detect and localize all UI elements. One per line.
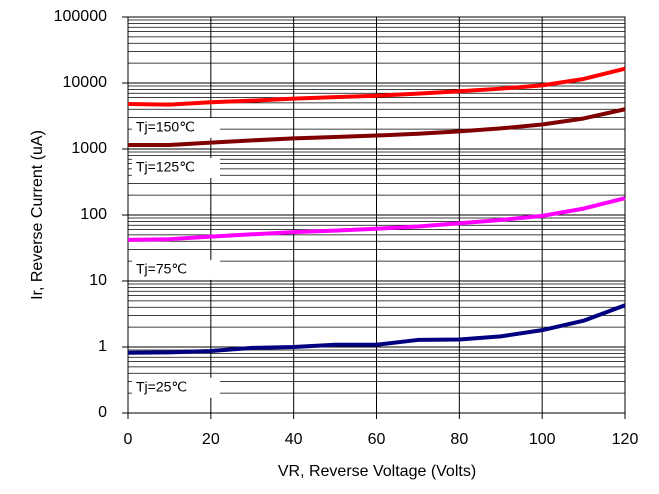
y-axis-title: Ir, Reverse Current (uA) (29, 130, 46, 300)
x-tick-label: 0 (124, 431, 133, 448)
y-tick-label: 1000 (71, 140, 107, 157)
series-line (127, 303, 626, 355)
y-tick-label: 10000 (63, 74, 108, 91)
x-tick-label: 120 (612, 431, 639, 448)
y-tick-label: 1 (98, 338, 107, 355)
series-label-bg (132, 118, 220, 139)
plot-border (127, 16, 626, 414)
series-line (128, 107, 626, 147)
x-tick-label: 80 (450, 431, 468, 448)
series-label: Tj=150℃ (136, 119, 195, 135)
y-tick-label: 100 (80, 206, 107, 223)
y-tick-label: 0 (98, 404, 107, 421)
series-label-bg (132, 377, 220, 398)
x-tick-label: 60 (368, 431, 386, 448)
series-label: Tj=25℃ (136, 378, 187, 394)
series-label: Tj=125℃ (136, 159, 195, 175)
x-tick-label: 40 (285, 431, 303, 448)
y-tick-label: 100000 (54, 8, 107, 25)
y-tick-label: 10 (89, 272, 107, 289)
series-line (127, 196, 626, 242)
series-label-bg (132, 259, 220, 280)
series-label-bg (132, 157, 220, 178)
series-line (127, 66, 626, 107)
x-tick-label: 20 (202, 431, 220, 448)
x-tick-label: 100 (529, 431, 556, 448)
series-label: Tj=75℃ (136, 261, 187, 277)
x-axis-title: VR, Reverse Voltage (Volts) (278, 463, 476, 480)
